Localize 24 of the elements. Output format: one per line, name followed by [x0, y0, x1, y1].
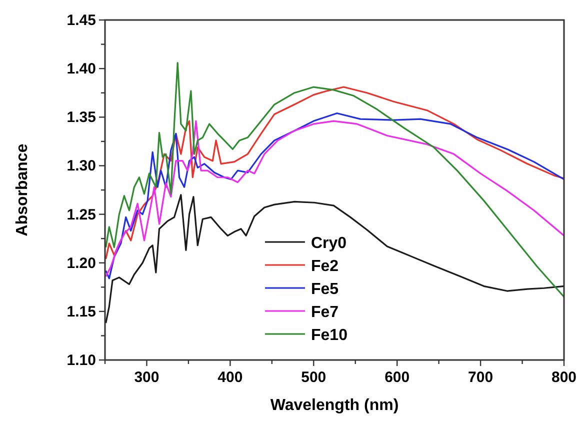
legend-label: Fe5	[311, 281, 339, 298]
y-tick-label: 1.45	[66, 12, 96, 29]
y-axis-title: Absorbance	[14, 144, 31, 236]
legend-label: Fe7	[311, 304, 339, 321]
line-series	[105, 86, 565, 260]
y-tick-label: 1.30	[66, 158, 96, 175]
legend-label: Cry0	[311, 235, 347, 252]
legend-label: Fe10	[311, 327, 348, 344]
x-tick-label: 400	[218, 369, 243, 386]
line-series	[105, 62, 565, 298]
y-tick-label: 1.40	[66, 60, 96, 78]
y-tick-label: 1.25	[66, 206, 96, 224]
legend-label: Fe2	[311, 258, 339, 275]
line-series	[105, 194, 565, 324]
y-tick-label: 1.15	[66, 303, 96, 320]
x-tick-label: 500	[301, 369, 326, 386]
y-tick-label: 1.10	[66, 352, 96, 369]
x-tick-label: 300	[134, 369, 160, 386]
x-tick-label: 800	[551, 369, 577, 386]
x-tick-label: 600	[384, 369, 410, 386]
x-axis-title: Wavelength (nm)	[270, 397, 399, 414]
y-tick-label: 1.35	[66, 109, 96, 126]
y-tick-label: 1.20	[66, 254, 96, 272]
x-tick-label: 700	[468, 369, 494, 386]
